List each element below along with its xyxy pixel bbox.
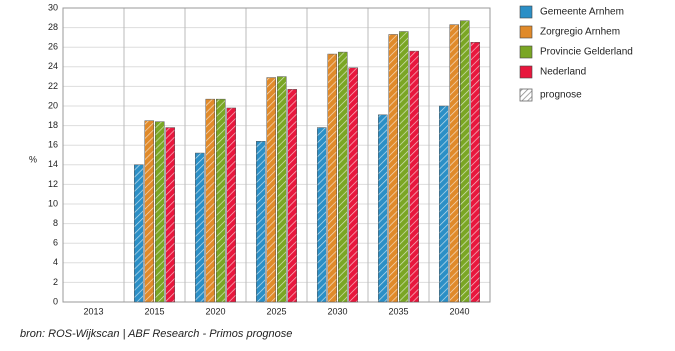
y-axis-label: %	[29, 154, 37, 164]
bar	[449, 24, 459, 303]
legend-swatch	[519, 5, 533, 19]
bar	[144, 120, 154, 303]
legend-swatch	[519, 88, 533, 102]
bar	[388, 34, 398, 303]
x-tick-label: 2025	[266, 306, 286, 316]
y-tick-label: 0	[53, 296, 58, 306]
y-tick-label: 24	[48, 61, 58, 71]
x-tick-label: 2040	[449, 306, 469, 316]
legend-label: Provincie Gelderland	[540, 47, 633, 58]
x-tick-label: 2035	[388, 306, 408, 316]
y-tick-label: 30	[48, 2, 58, 12]
bar	[266, 77, 276, 303]
legend-label: Gemeente Arnhem	[540, 7, 624, 18]
bar	[327, 53, 337, 303]
bar	[256, 141, 266, 303]
y-tick-label: 14	[48, 159, 58, 169]
bar	[165, 127, 175, 303]
x-tick-label: 2015	[144, 306, 164, 316]
legend-swatch	[519, 25, 533, 39]
y-tick-label: 20	[48, 100, 58, 110]
y-tick-label: 4	[53, 257, 58, 267]
bar	[216, 98, 226, 303]
y-tick-label: 16	[48, 140, 58, 150]
bar	[226, 107, 236, 303]
y-tick-label: 8	[53, 218, 58, 228]
bar	[439, 105, 449, 303]
legend-swatch	[519, 65, 533, 79]
y-tick-label: 26	[48, 42, 58, 52]
bar	[287, 89, 297, 303]
x-tick-label: 2020	[205, 306, 225, 316]
plot-frame	[62, 7, 491, 303]
bar	[378, 114, 388, 303]
x-tick-label: 2013	[83, 306, 103, 316]
y-tick-label: 10	[48, 198, 58, 208]
bar	[460, 20, 470, 303]
y-tick-label: 2	[53, 277, 58, 287]
bar	[348, 67, 358, 303]
bar	[134, 164, 144, 303]
y-tick-label: 18	[48, 120, 58, 130]
bar	[277, 76, 287, 303]
y-tick-label: 6	[53, 238, 58, 248]
legend-label: Zorgregio Arnhem	[540, 27, 620, 38]
legend-label: prognose	[540, 90, 582, 101]
bar	[195, 152, 205, 303]
bar	[205, 98, 215, 303]
bar	[155, 121, 165, 303]
legend-label: Nederland	[540, 67, 586, 78]
bar	[317, 127, 327, 303]
bar	[409, 50, 419, 303]
bar	[338, 51, 348, 303]
bar	[470, 42, 480, 303]
y-tick-label: 12	[48, 179, 58, 189]
y-tick-label: 28	[48, 22, 58, 32]
bar	[399, 31, 409, 303]
y-tick-label: 22	[48, 81, 58, 91]
legend-swatch	[519, 45, 533, 59]
source-note: bron: ROS-Wijkscan | ABF Research - Prim…	[20, 328, 292, 340]
x-tick-label: 2030	[327, 306, 347, 316]
